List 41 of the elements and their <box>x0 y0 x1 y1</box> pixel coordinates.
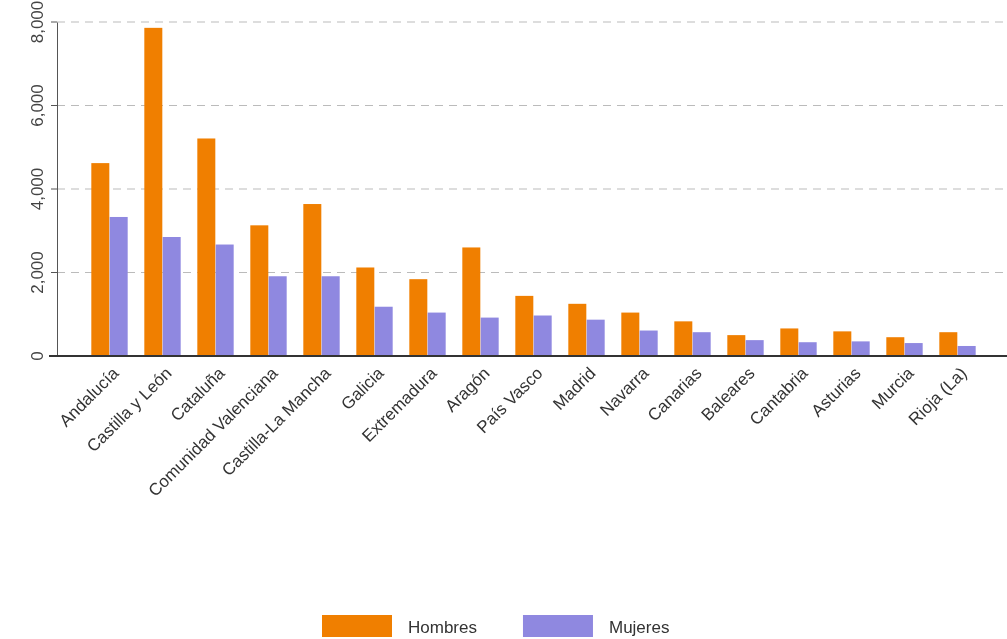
legend-label: Hombres <box>408 618 477 637</box>
bar <box>374 306 393 356</box>
bar <box>303 204 322 356</box>
bar <box>480 317 499 356</box>
y-tick-label: 6,000 <box>28 84 47 127</box>
bar <box>727 335 746 356</box>
y-tick-label: 0 <box>28 351 47 361</box>
bar <box>886 337 905 356</box>
bar <box>515 295 534 356</box>
bar <box>780 328 799 356</box>
bar <box>798 342 817 356</box>
bar <box>144 27 163 356</box>
bar <box>162 237 181 356</box>
bar <box>957 345 976 356</box>
bar <box>427 312 446 356</box>
bar <box>533 315 552 356</box>
y-tick-label: 8,000 <box>28 0 47 44</box>
bar <box>91 163 110 356</box>
bar <box>939 332 958 356</box>
bar <box>321 276 340 356</box>
bar <box>215 244 234 356</box>
bar <box>904 343 923 356</box>
legend-label: Mujeres <box>608 618 670 637</box>
bar <box>268 276 287 356</box>
bar <box>109 216 128 356</box>
bar <box>250 225 269 356</box>
y-tick-label: 2,000 <box>28 251 47 294</box>
bar <box>674 321 693 356</box>
bar <box>462 247 481 356</box>
bar <box>833 331 852 356</box>
bar <box>745 340 764 356</box>
bar <box>621 312 640 356</box>
bar <box>586 319 605 356</box>
y-tick-label: 4,000 <box>28 167 47 211</box>
bar <box>639 330 658 356</box>
bar <box>692 332 711 356</box>
bar <box>851 341 870 356</box>
bar <box>409 279 428 356</box>
bar <box>197 138 216 356</box>
bar <box>568 303 587 356</box>
bar <box>356 267 375 356</box>
